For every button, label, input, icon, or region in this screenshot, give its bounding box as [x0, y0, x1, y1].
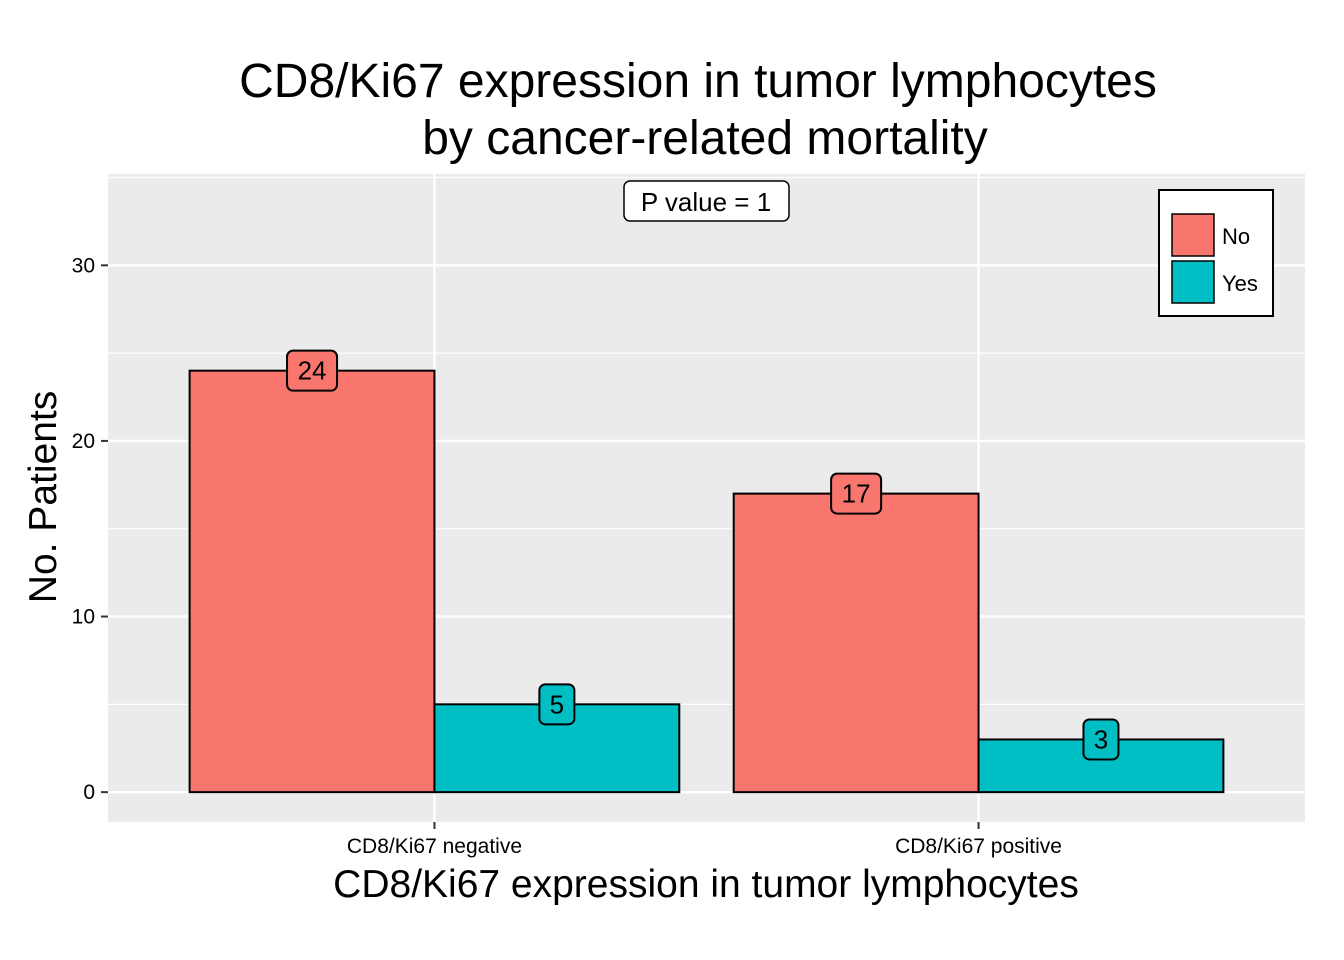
axes: 0 10 20 30 CD8/Ki67 negative CD8/Ki67 positiv…	[72, 254, 1062, 858]
y-tick-label-0: 0	[83, 781, 95, 804]
data-label-box-yes-1	[1082, 718, 1120, 761]
x-axis-title: CD8/Ki67 expression in tumor lymphocytes	[333, 863, 1079, 906]
p-value-text: P value = 1	[641, 187, 771, 217]
chart-title-line-1: CD8/Ki67 expression in tumor lymphocytes	[239, 55, 1157, 108]
y-tick-label-10: 10	[72, 606, 95, 629]
legend-swatch-yes	[1171, 260, 1215, 304]
data-label-no-1: 17	[842, 479, 871, 509]
data-labels: 24 5 17 3	[286, 349, 1120, 761]
y-tick-label-30: 30	[72, 254, 95, 277]
y-tick-label-20: 20	[72, 430, 95, 453]
bar-yes-0	[433, 703, 681, 794]
legend-swatch-no	[1171, 213, 1215, 257]
x-tick-label-0: CD8/Ki67 negative	[347, 835, 522, 858]
data-label-yes-0: 5	[550, 689, 564, 719]
data-label-no-0: 24	[298, 356, 327, 386]
legend-label-yes: Yes	[1222, 271, 1258, 296]
data-label-box-no-1	[830, 472, 883, 515]
p-value-annotation: P value = 1	[623, 180, 790, 222]
bar-no-0	[188, 369, 436, 794]
legend: No Yes	[1158, 189, 1274, 317]
data-label-yes-1: 3	[1094, 724, 1108, 754]
bar-no-1	[732, 492, 980, 794]
bars	[188, 369, 1225, 794]
chart-title-line-2: by cancer-related mortality	[422, 112, 988, 165]
x-tick-label-1: CD8/Ki67 positive	[895, 835, 1062, 858]
data-label-box-yes-0	[538, 683, 576, 726]
legend-label-no: No	[1222, 224, 1250, 249]
p-value-box	[623, 180, 790, 222]
data-label-box-no-0	[286, 349, 339, 392]
y-axis-title: No. Patients	[22, 391, 65, 603]
